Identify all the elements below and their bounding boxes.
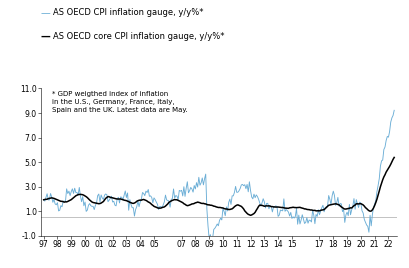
Text: —: — [41,32,51,42]
Text: AS OECD CPI inflation gauge, y/y%*: AS OECD CPI inflation gauge, y/y%* [53,8,204,17]
Text: * GDP weigthed index of inflation
in the U.S., Germany, France, Italy,
Spain and: * GDP weigthed index of inflation in the… [52,91,187,113]
Text: —: — [41,8,51,18]
Text: AS OECD core CPI inflation gauge, y/y%*: AS OECD core CPI inflation gauge, y/y%* [53,32,225,41]
